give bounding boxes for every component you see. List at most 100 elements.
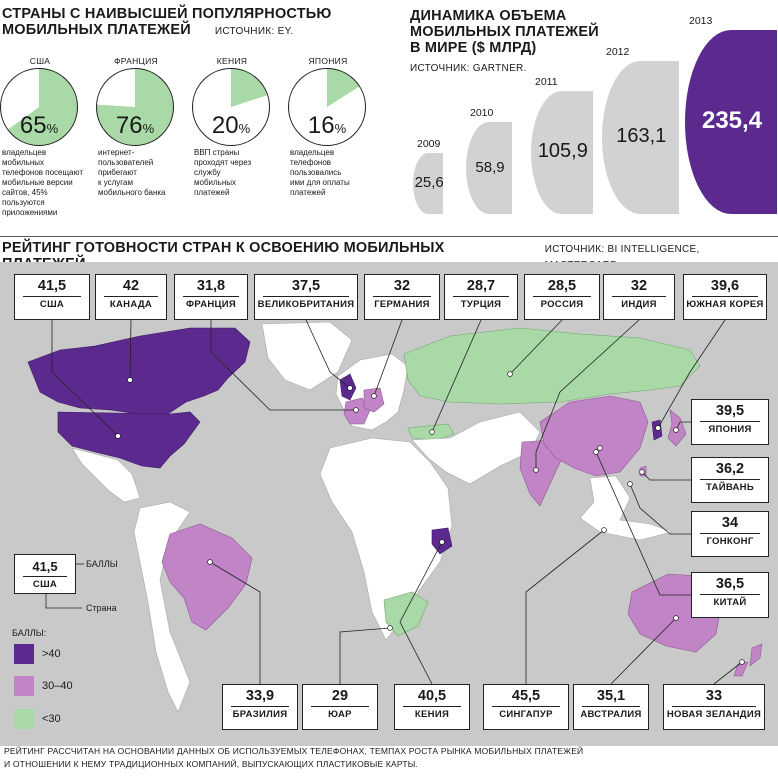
pie-description-line: проходят через [194, 158, 252, 167]
country-score: 36,5 [715, 576, 745, 592]
legend-swatch-high [14, 644, 34, 664]
south-america-shape [133, 501, 191, 713]
leader-lines [51, 319, 743, 685]
label-rule [692, 296, 758, 297]
germany-shape [363, 387, 385, 413]
country-label: 37,5 ВЕЛИКОБРИТАНИЯ [254, 274, 358, 320]
pie-description-line: телефонов посещают [2, 168, 83, 177]
popularity-source: ИСТОЧНИК: EY. [214, 26, 294, 37]
country-label: 29 ЮАР [302, 684, 378, 730]
pie-description: интернет-пользователей прибегают к услугам… [96, 148, 186, 198]
country-name: ЮАР [328, 709, 352, 720]
pie-slice [192, 68, 270, 146]
country-marker [507, 371, 513, 377]
legend-example-leaders [45, 563, 84, 609]
country-label: 32 ИНДИЯ [603, 274, 675, 320]
leader-line [641, 471, 691, 481]
leader-line [535, 319, 640, 470]
pie-description-line: ими для оплаты [290, 178, 350, 187]
country-name: ИНДИЯ [621, 299, 657, 310]
country-marker [739, 659, 745, 665]
pie-description-line: сайтов, 45% пользуются [2, 188, 48, 207]
volume-bubble [413, 153, 444, 214]
pie-description: владельцев мобильных телефонов посещают мо… [0, 148, 90, 218]
country-score: 35,1 [596, 688, 626, 704]
country-markers [115, 371, 745, 665]
country-score: 29 [331, 688, 349, 704]
pie-percent-label: 20% [211, 112, 251, 139]
brazil-shape [161, 523, 253, 631]
country-marker [627, 481, 633, 487]
country-label: 33 НОВАЯ ЗЕЛАНДИЯ [663, 684, 765, 730]
popularity-title: СТРАНЫ С НАИВЫСШЕЙ ПОПУЛЯРНОСТЬЮ МОБИЛЬН… [2, 6, 332, 40]
leader-line [629, 483, 691, 535]
country-label: 34 ГОНКОНГ [691, 511, 769, 557]
country-score: 42 [122, 278, 140, 294]
label-rule [700, 421, 760, 422]
leader-line [675, 421, 691, 431]
country-label: 45,5 СИНГАПУР [483, 684, 569, 730]
country-label: 32 ГЕРМАНИЯ [364, 274, 440, 320]
world-map-panel: 41,5 США 42 КАНАДА 31,8 ФРАНЦИЯ 37,5 ВЕЛИКОБРИТ… [0, 262, 778, 746]
pie-description-line: пользователей [98, 158, 154, 167]
legend-swatch-mid [14, 676, 34, 696]
country-marker [533, 467, 539, 473]
label-rule [373, 296, 431, 297]
legend-swatch-low [14, 709, 34, 729]
country-label: 39,6 ЮЖНАЯ КОРЕЯ [683, 274, 767, 320]
country-score: 34 [721, 515, 739, 531]
label-rule [453, 296, 509, 297]
legend-score-label: БАЛЛЫ [86, 559, 118, 569]
pie-country-name: ФРАНЦИЯ [113, 56, 158, 66]
volume-year-label: 2011 [535, 75, 558, 88]
country-label: 33,9 БРАЗИЛИЯ [222, 684, 298, 730]
pie-country-name: КЕНИЯ [216, 56, 248, 66]
leader-line [51, 320, 119, 437]
pie-percent-label: 76% [115, 112, 155, 139]
pie-percent-label: 65% [19, 112, 59, 139]
country-label: 35,1 АВСТРАЛИЯ [573, 684, 649, 730]
country-name: СИНГАПУР [499, 709, 553, 720]
country-marker [207, 559, 213, 565]
country-label: 31,8 ФРАНЦИЯ [174, 274, 248, 320]
label-rule [403, 706, 461, 707]
volume-bubble [466, 121, 513, 214]
popularity-title-line2: МОБИЛЬНЫХ ПЛАТЕЖЕЙ [2, 22, 191, 38]
pie-card: ЯПОНИЯ 16% владельцев телефонов пользовались… [288, 56, 376, 198]
label-rule [672, 706, 756, 707]
section-divider [0, 236, 778, 237]
country-label: 39,5 ЯПОНИЯ [691, 399, 769, 445]
mexico-shape [71, 447, 141, 503]
volume-bubble [602, 60, 679, 214]
pie-slice [96, 68, 174, 146]
country-score: 33 [705, 688, 723, 704]
pie-description-line: пользовались [290, 168, 342, 177]
country-label: 28,7 ТУРЦИЯ [444, 274, 518, 320]
country-score: 32 [393, 278, 411, 294]
pie-description-line: интернет- [98, 148, 135, 157]
pie-description-line: к услугам [98, 178, 133, 187]
pie-description-line: владельцев [290, 148, 335, 157]
dynamics-source: ИСТОЧНИК: GARTNER. [410, 63, 527, 74]
footnote: РЕЙТИНГ РАССЧИТАН НА ОСНОВАНИИ ДАННЫХ ОБ… [4, 745, 583, 771]
legend-example-box: 41,5 США [14, 554, 76, 594]
volume-year-label: 2010 [470, 106, 494, 119]
label-rule [492, 706, 560, 707]
footnote-line1: РЕЙТИНГ РАССЧИТАН НА ОСНОВАНИИ ДАННЫХ ОБ… [4, 746, 584, 756]
country-marker [371, 393, 377, 399]
country-name: БРАЗИЛИЯ [232, 709, 288, 720]
country-score: 40,5 [417, 688, 447, 704]
pie-description: владельцев телефонов пользовались ими для о… [288, 148, 378, 198]
country-score: 28,5 [547, 278, 577, 294]
label-rule [700, 594, 760, 595]
country-name: США [39, 299, 65, 310]
russia-shape [403, 327, 701, 405]
country-name: АВСТРАЛИЯ [580, 709, 642, 720]
volume-value-label: 163,1 [616, 125, 667, 148]
label-rule [700, 533, 760, 534]
pie-description-line: платежей [290, 188, 326, 197]
label-rule [231, 706, 289, 707]
pie-description-line: прибегают [98, 168, 137, 177]
country-marker [429, 429, 435, 435]
volume-bubble [531, 90, 593, 214]
